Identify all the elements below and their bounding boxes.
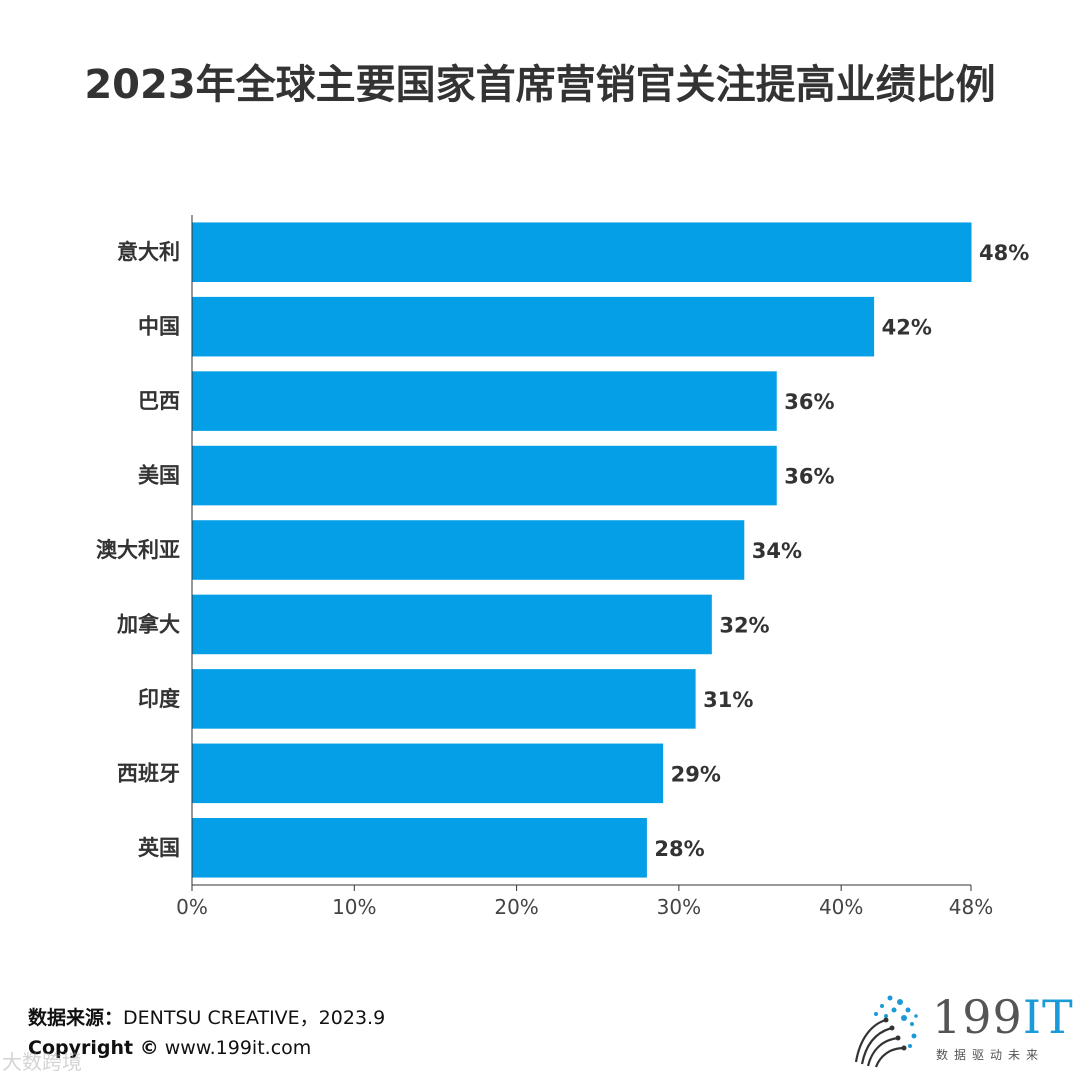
bar-3 — [192, 445, 777, 506]
value-label-1: 42% — [882, 316, 932, 340]
copyright-url: www.199it.com — [164, 1037, 312, 1059]
logo-slogan: 数据驱动未来 — [936, 1048, 1045, 1062]
value-label-0: 48% — [979, 241, 1029, 265]
chart-title: 2023年全球主要国家首席营销官关注提高业绩比例 — [84, 62, 996, 108]
bar-chart: 意大利 48% 中国 42% 巴西 36% 美国 36% 澳大利亚 34% 加拿大 32% 印度 31% 西… — [96, 215, 1029, 919]
category-label-5: 加拿大 — [116, 612, 180, 636]
bar-5 — [192, 594, 712, 655]
category-label-8: 英国 — [138, 836, 180, 860]
watermark: 大数跨境 — [2, 1050, 82, 1074]
copyright: Copyright © www.199it.com — [28, 1037, 311, 1059]
bar-6 — [192, 669, 696, 729]
logo-wordmark: 199IT — [932, 990, 1074, 1044]
category-label-1: 中国 — [138, 315, 180, 339]
brand-logo: 199IT 数据驱动未来 — [846, 990, 1073, 1070]
category-label-6: 印度 — [138, 687, 180, 711]
category-label-2: 巴西 — [138, 389, 180, 413]
bar-7 — [192, 743, 664, 804]
copyright-label: Copyright © — [28, 1037, 159, 1059]
x-tick-label-3: 30% — [657, 895, 701, 919]
data-source: 数据来源：DENTSU CREATIVE，2023.9 — [28, 1003, 385, 1030]
value-label-2: 36% — [784, 390, 834, 414]
value-label-5: 32% — [719, 613, 769, 637]
x-tick-label-0: 0% — [176, 895, 208, 919]
value-label-4: 34% — [752, 539, 802, 563]
source-label: 数据来源： — [28, 1007, 124, 1029]
x-tick-label-1: 10% — [332, 895, 376, 919]
source-text: DENTSU CREATIVE，2023.9 — [123, 1007, 386, 1029]
bar-8 — [192, 818, 647, 878]
dot-globe-icon — [854, 995, 918, 1068]
bar-1 — [192, 296, 875, 357]
x-tick-label-5: 48% — [949, 895, 993, 919]
value-label-7: 29% — [671, 762, 721, 786]
x-tick-label-4: 40% — [819, 895, 863, 919]
bar-0 — [192, 222, 972, 282]
category-label-4: 澳大利亚 — [96, 538, 180, 562]
value-label-8: 28% — [654, 837, 704, 861]
value-label-6: 31% — [703, 688, 753, 712]
category-label-7: 西班牙 — [117, 761, 180, 785]
category-label-3: 美国 — [138, 464, 180, 488]
bar-4 — [192, 520, 745, 580]
category-label-0: 意大利 — [117, 240, 180, 264]
x-tick-label-2: 20% — [494, 895, 538, 919]
value-label-3: 36% — [784, 465, 834, 489]
bar-2 — [192, 371, 777, 431]
